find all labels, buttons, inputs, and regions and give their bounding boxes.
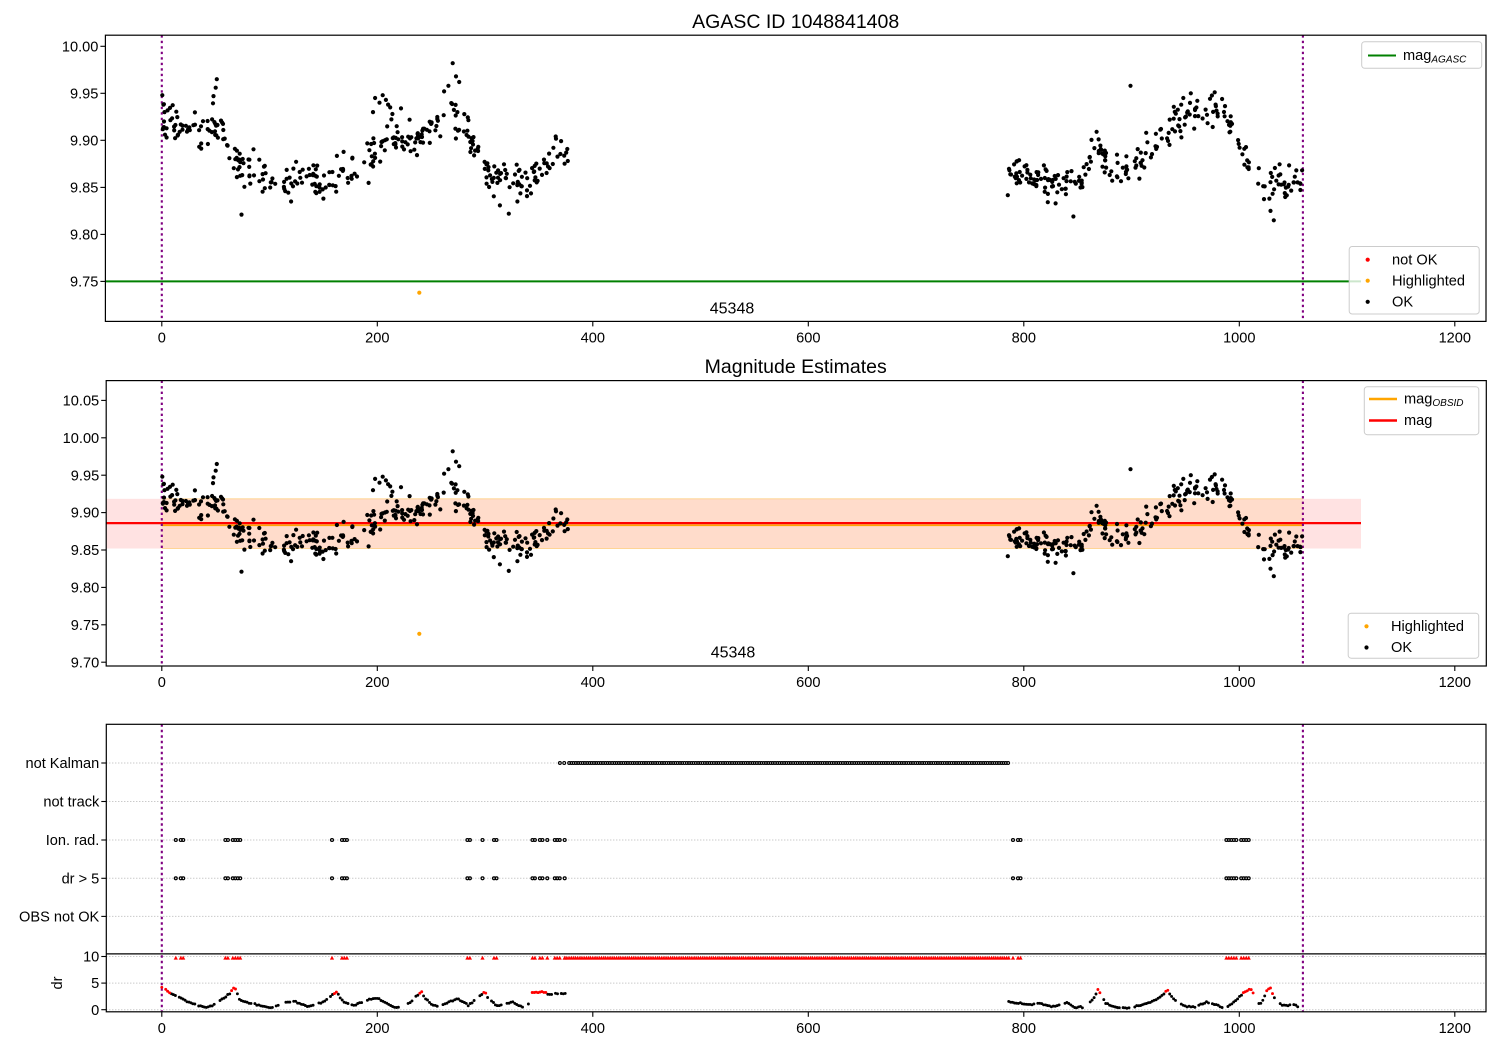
svg-text:400: 400 xyxy=(581,1021,605,1037)
svg-text:0: 0 xyxy=(158,675,166,691)
svg-text:400: 400 xyxy=(581,330,605,346)
svg-text:9.85: 9.85 xyxy=(71,543,99,559)
svg-text:dr: dr xyxy=(50,976,66,989)
svg-text:dr > 5: dr > 5 xyxy=(62,871,100,887)
svg-text:10.00: 10.00 xyxy=(63,431,100,447)
svg-text:OBS not OK: OBS not OK xyxy=(19,910,100,926)
svg-text:10.00: 10.00 xyxy=(62,39,99,55)
svg-text:200: 200 xyxy=(365,1021,389,1037)
svg-text:9.80: 9.80 xyxy=(70,228,98,244)
svg-text:Magnitude Estimates: Magnitude Estimates xyxy=(705,356,887,378)
svg-text:9.75: 9.75 xyxy=(70,275,98,291)
svg-text:1200: 1200 xyxy=(1439,330,1471,346)
svg-text:45348: 45348 xyxy=(710,301,755,318)
svg-text:800: 800 xyxy=(1012,1021,1036,1037)
svg-text:5: 5 xyxy=(91,976,99,992)
svg-text:10: 10 xyxy=(83,950,99,966)
svg-text:9.85: 9.85 xyxy=(70,181,98,197)
svg-text:9.95: 9.95 xyxy=(70,86,98,102)
svg-text:Highlighted: Highlighted xyxy=(1392,273,1465,289)
svg-text:0: 0 xyxy=(158,1021,166,1037)
svg-text:not Kalman: not Kalman xyxy=(25,756,99,772)
svg-text:AGASC ID 1048841408: AGASC ID 1048841408 xyxy=(692,11,899,33)
svg-text:9.80: 9.80 xyxy=(71,581,99,597)
svg-text:9.90: 9.90 xyxy=(71,506,99,522)
svg-text:600: 600 xyxy=(796,675,820,691)
svg-text:10.05: 10.05 xyxy=(63,394,100,410)
svg-text:200: 200 xyxy=(365,330,389,346)
svg-text:1000: 1000 xyxy=(1223,1021,1255,1037)
svg-text:not track: not track xyxy=(43,795,100,811)
svg-text:9.75: 9.75 xyxy=(71,618,99,634)
svg-text:Ion. rad.: Ion. rad. xyxy=(46,833,100,849)
svg-text:1200: 1200 xyxy=(1439,1021,1471,1037)
svg-text:45348: 45348 xyxy=(711,645,756,662)
svg-text:9.90: 9.90 xyxy=(70,133,98,149)
svg-text:600: 600 xyxy=(796,1021,820,1037)
svg-text:400: 400 xyxy=(581,675,605,691)
svg-text:0: 0 xyxy=(91,1003,99,1019)
svg-text:9.70: 9.70 xyxy=(71,655,99,671)
svg-text:not OK: not OK xyxy=(1392,252,1438,268)
svg-text:0: 0 xyxy=(158,330,166,346)
svg-text:OK: OK xyxy=(1391,640,1412,656)
svg-text:800: 800 xyxy=(1012,330,1036,346)
svg-text:OK: OK xyxy=(1392,295,1413,311)
svg-text:200: 200 xyxy=(365,675,389,691)
svg-text:600: 600 xyxy=(796,330,820,346)
svg-text:mag: mag xyxy=(1404,413,1432,429)
svg-text:1000: 1000 xyxy=(1223,330,1255,346)
svg-text:Highlighted: Highlighted xyxy=(1391,619,1464,635)
svg-text:9.95: 9.95 xyxy=(71,468,99,484)
svg-text:1000: 1000 xyxy=(1223,675,1255,691)
svg-text:800: 800 xyxy=(1012,675,1036,691)
svg-text:1200: 1200 xyxy=(1439,675,1471,691)
